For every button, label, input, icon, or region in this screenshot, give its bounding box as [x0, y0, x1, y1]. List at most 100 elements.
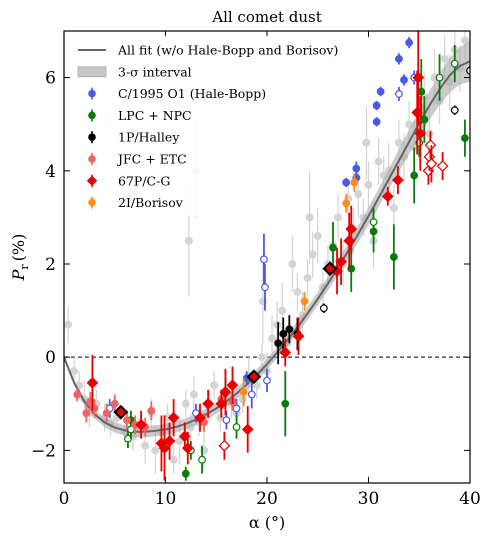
- circle-marker: [389, 253, 398, 261]
- data-point: [194, 403, 206, 432]
- data-point: [279, 338, 292, 367]
- y-tick-label: 2: [45, 255, 56, 275]
- data-point: [450, 44, 459, 83]
- diamond-marker: [424, 139, 437, 152]
- legend-entry: 3-σ interval: [77, 64, 192, 79]
- circle-marker: [293, 287, 302, 296]
- circle-marker: [288, 259, 297, 268]
- data-point: [369, 208, 378, 237]
- circle-marker: [334, 213, 343, 222]
- circle-marker: [247, 390, 256, 399]
- circle-marker: [300, 297, 309, 306]
- data-point: [281, 371, 290, 437]
- data-point: [181, 389, 190, 418]
- data-point: [181, 431, 194, 465]
- data-point: [389, 224, 398, 290]
- data-point: [73, 387, 82, 402]
- y-tick-label: 6: [45, 69, 56, 89]
- circle-marker: [319, 304, 328, 313]
- diamond-marker: [158, 442, 171, 454]
- circle-marker: [181, 469, 190, 478]
- circle-marker: [141, 441, 150, 450]
- circle-marker: [147, 406, 156, 415]
- diamond-marker: [414, 127, 427, 140]
- circle-marker: [308, 250, 317, 259]
- circle-marker: [303, 273, 312, 282]
- diamond-marker: [392, 174, 404, 186]
- data-point: [372, 100, 381, 111]
- circle-marker: [189, 390, 198, 399]
- data-point: [345, 205, 358, 253]
- diamond-marker: [335, 255, 347, 268]
- circle-marker: [70, 367, 79, 376]
- data-point: [313, 208, 322, 264]
- circle-marker: [278, 306, 287, 315]
- data-point: [319, 303, 328, 313]
- diamond-marker: [86, 376, 99, 389]
- diamond-marker: [167, 411, 180, 424]
- circle-marker: [232, 423, 241, 431]
- data-point: [86, 354, 99, 411]
- data-point: [288, 236, 297, 292]
- legend-circle-marker: [88, 111, 96, 120]
- diamond-marker: [436, 160, 449, 172]
- data-point: [169, 445, 178, 474]
- y-tick-label: 4: [45, 162, 56, 182]
- circle-marker: [420, 115, 429, 124]
- data-point: [450, 105, 459, 115]
- data-point: [123, 410, 131, 430]
- circle-marker: [350, 178, 359, 187]
- data-point: [414, 96, 427, 171]
- legend-band-swatch: [77, 66, 107, 78]
- legend-circle-marker: [88, 133, 96, 141]
- diamond-marker: [219, 386, 232, 398]
- circle-marker: [184, 236, 193, 245]
- circle-marker: [389, 204, 398, 213]
- diamond-marker: [322, 261, 338, 277]
- diamond-marker: [113, 404, 129, 420]
- circle-marker: [64, 320, 73, 329]
- data-point: [372, 117, 381, 127]
- data-point: [381, 187, 394, 206]
- x-tick-label: 0: [59, 489, 70, 509]
- data-point: [376, 86, 385, 97]
- data-point: [308, 231, 317, 278]
- data-point: [405, 37, 414, 49]
- data-point: [113, 404, 129, 420]
- data-point: [226, 366, 239, 404]
- circle-marker: [395, 90, 403, 98]
- data-point: [435, 54, 444, 101]
- diamond-marker: [381, 190, 394, 203]
- diamond-marker: [241, 423, 254, 436]
- data-point: [147, 401, 156, 421]
- y-tick-label: −2: [31, 441, 56, 461]
- data-point: [102, 403, 111, 423]
- legend-label: 1P/Halley: [118, 130, 180, 145]
- legend-label: 3-σ interval: [118, 64, 192, 79]
- data-point: [219, 368, 232, 416]
- legend-entry: 1P/Halley: [88, 130, 180, 145]
- circle-marker: [354, 190, 363, 199]
- data-point: [158, 415, 171, 481]
- circle-marker: [102, 409, 111, 418]
- data-point: [198, 445, 206, 474]
- circle-marker: [210, 381, 219, 390]
- circle-marker: [466, 66, 470, 75]
- data-point: [412, 31, 425, 125]
- data-point: [303, 259, 312, 297]
- circle-marker: [450, 59, 459, 68]
- data-point: [461, 119, 469, 157]
- circle-marker: [372, 101, 381, 110]
- circle-marker: [342, 199, 351, 208]
- legend-label: 67P/C-G: [118, 173, 170, 188]
- legend-entry: All fit (w/o Hale-Bopp and Borisov): [78, 43, 338, 58]
- data-point: [292, 317, 305, 355]
- circle-marker: [440, 54, 449, 63]
- data-point: [300, 291, 309, 311]
- circle-marker: [175, 437, 184, 446]
- data-point: [364, 161, 373, 209]
- data-point: [395, 53, 403, 65]
- data-point: [232, 415, 241, 439]
- x-tick-label: 30: [358, 489, 380, 509]
- circle-marker: [261, 283, 269, 292]
